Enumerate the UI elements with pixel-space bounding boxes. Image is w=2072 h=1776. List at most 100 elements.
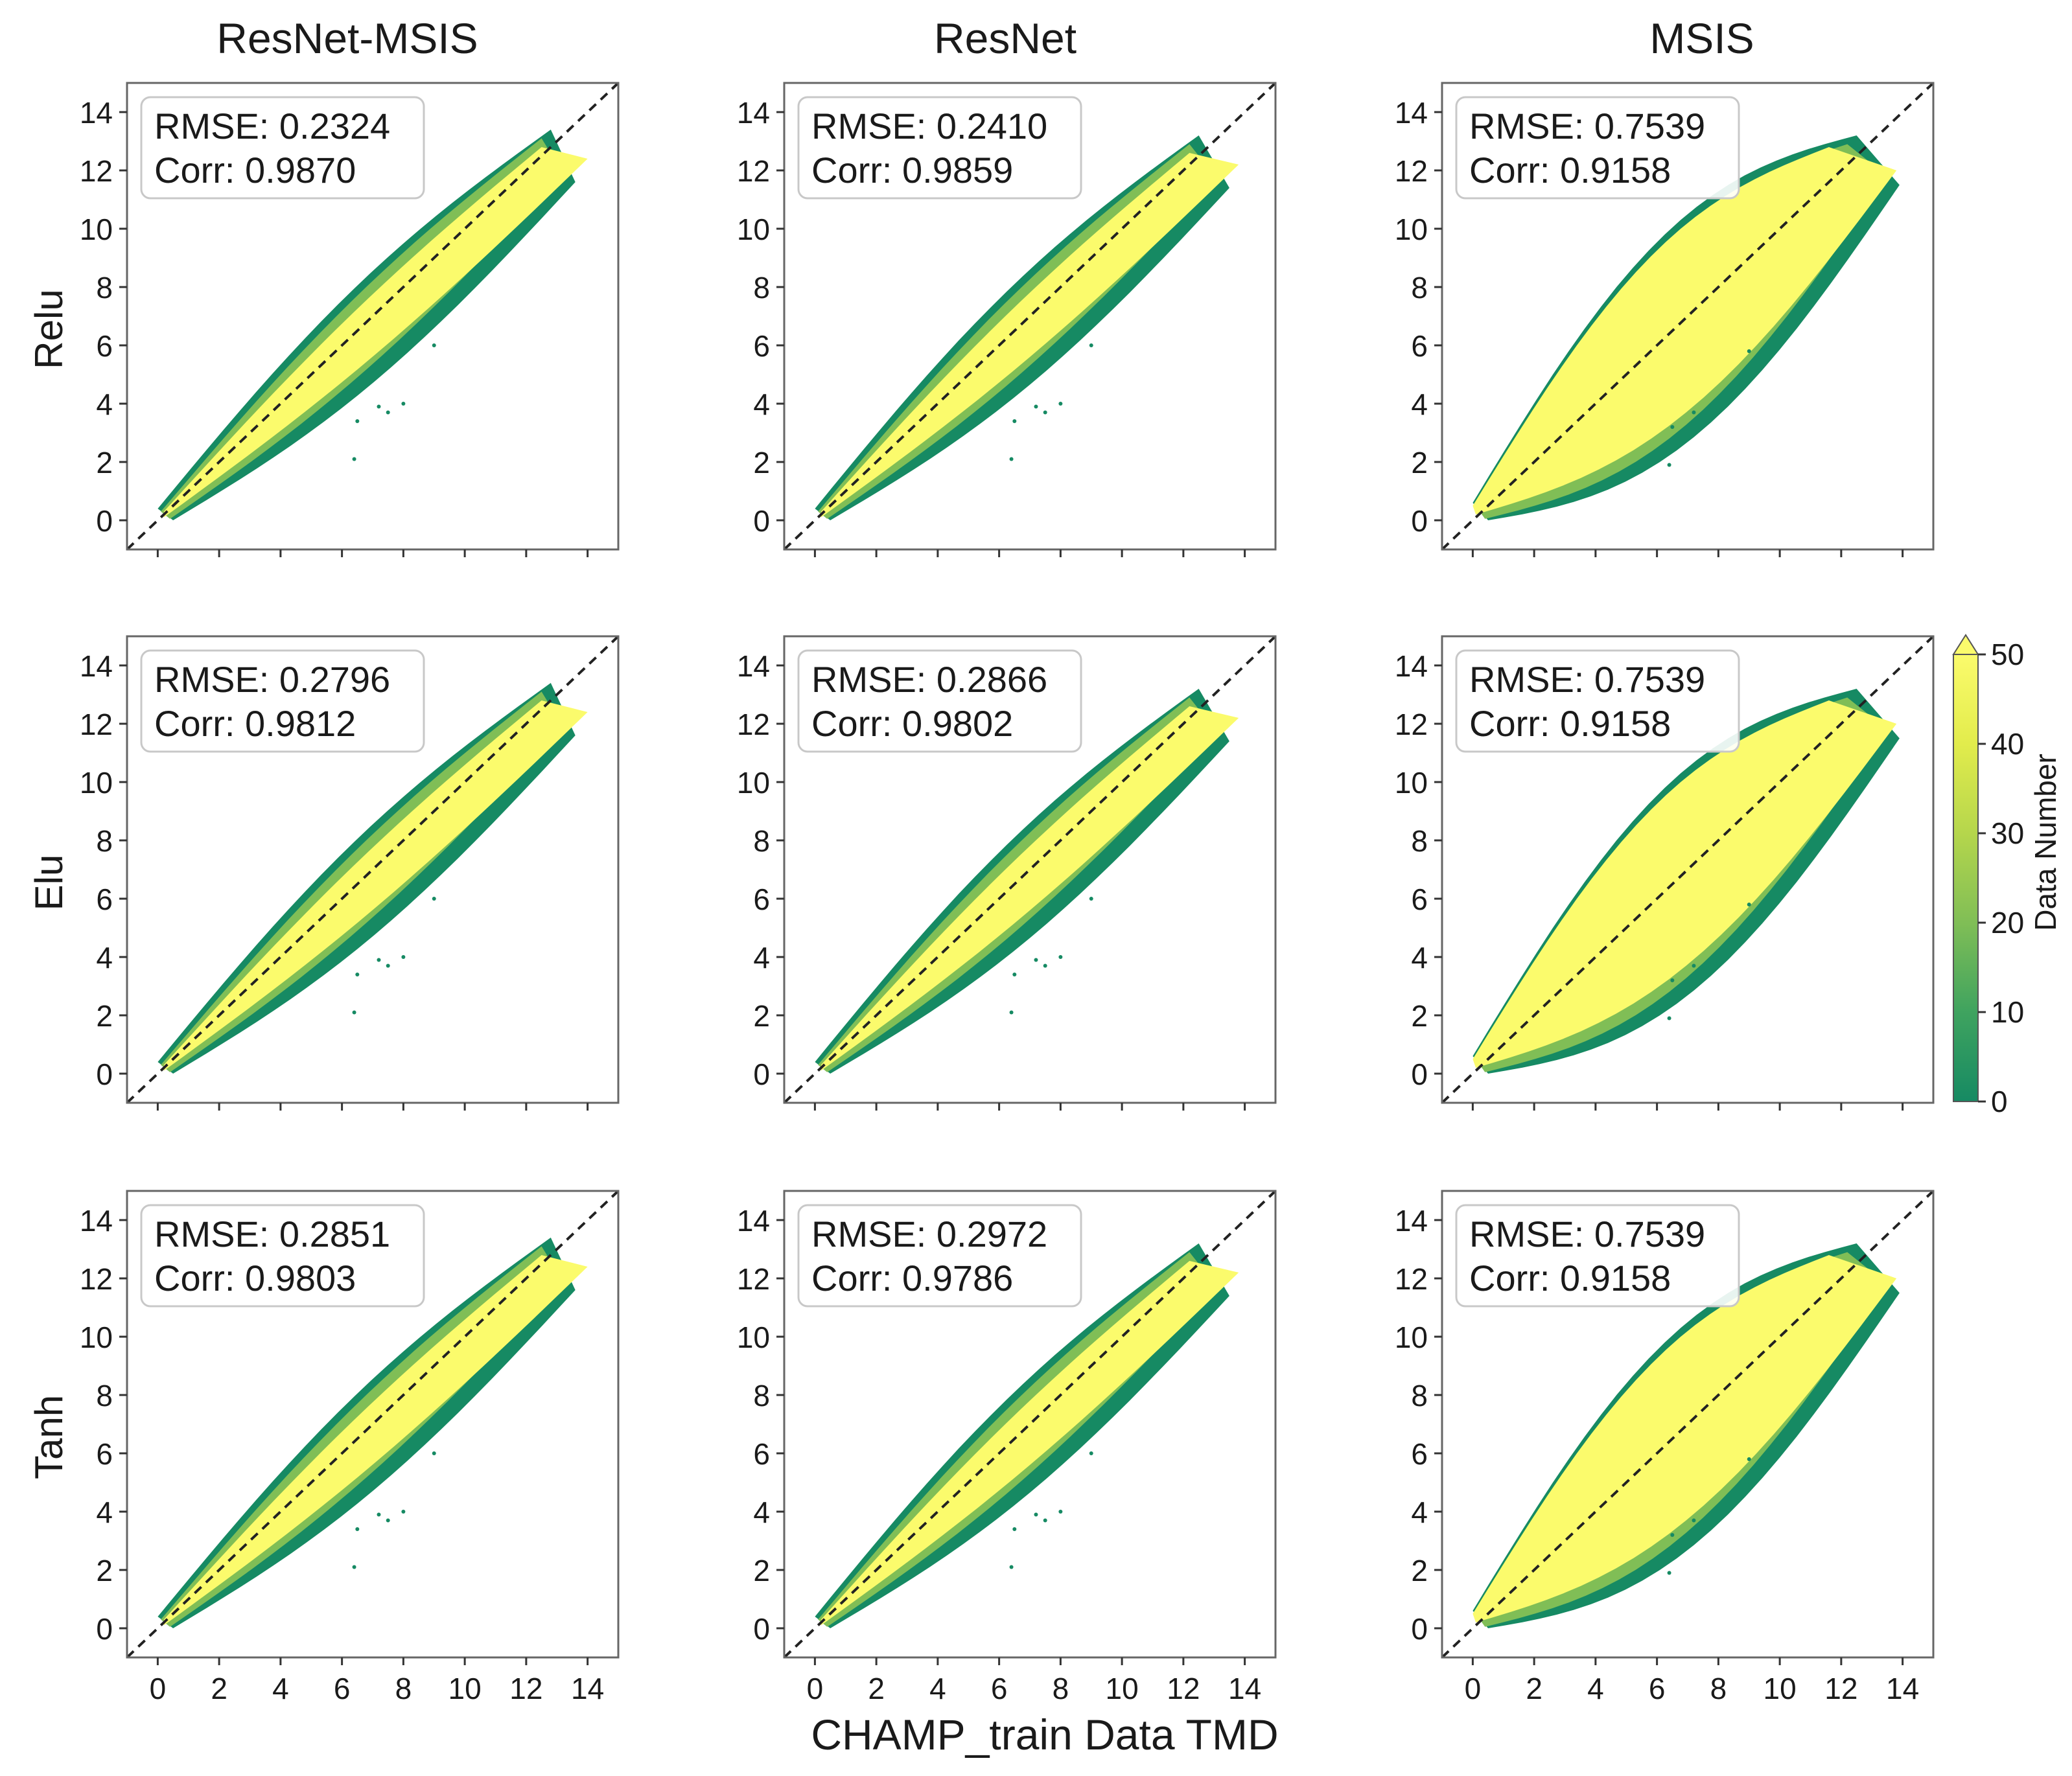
y-tick-label: 8 [753, 1379, 770, 1413]
y-tick-label: 0 [753, 504, 770, 538]
panel-frame [126, 635, 620, 1104]
panel: 0 2 4 6 8 10 12 14 0 2 4 6 8 10 12 14 RMSE: 0.7539Corr: … [1395, 1190, 1935, 1705]
reference-line [1442, 83, 1933, 549]
y-tick-label: 8 [753, 271, 770, 305]
scatter-point [386, 963, 390, 968]
rmse-label: RMSE: 0.2972 [811, 1214, 1047, 1254]
y-tick-label: 6 [1411, 1437, 1428, 1471]
y-tick-label: 10 [1395, 766, 1428, 800]
y-tick-label: 6 [1411, 882, 1428, 916]
y-tick-label: 4 [96, 387, 113, 421]
reference-line [1442, 636, 1933, 1103]
scatter-point [386, 410, 390, 415]
stats-box [140, 649, 425, 753]
x-tick-label: 2 [1526, 1672, 1542, 1705]
colorbar-label: Data Number [2029, 754, 2062, 931]
x-tick-label: 4 [272, 1672, 289, 1705]
y-tick-label: 2 [753, 999, 770, 1033]
scatter-point [355, 1527, 360, 1531]
y-tick-label: 6 [753, 882, 770, 916]
colorbar-tick-label: 20 [1991, 906, 2024, 940]
x-tick-label: 14 [1886, 1672, 1919, 1705]
stats-box [797, 96, 1082, 200]
y-tick-label: 8 [1411, 271, 1428, 305]
density-core [1473, 147, 1897, 514]
row-label-tanh: Tanh [27, 1395, 71, 1479]
scatter-point [1012, 973, 1017, 976]
stats-box [797, 649, 1082, 753]
corr-label: Corr: 0.9158 [1469, 703, 1671, 744]
y-tick-label: 12 [80, 708, 113, 741]
y-tick-label: 10 [737, 766, 770, 800]
x-tick-label: 0 [150, 1672, 167, 1705]
corr-label: Corr: 0.9870 [154, 150, 356, 190]
y-tick-label: 0 [96, 504, 113, 538]
scatter-point [1058, 402, 1063, 406]
x-tick-label: 6 [334, 1672, 351, 1705]
y-tick-label: 8 [1411, 1379, 1428, 1413]
scatter-point [1058, 1510, 1063, 1514]
panel-frame [783, 82, 1277, 551]
stats-box [140, 96, 425, 200]
scatter-point [401, 955, 406, 959]
density-cloud [784, 1191, 1275, 1657]
column-title-resnet: ResNet [934, 14, 1077, 62]
y-tick-label: 6 [1411, 329, 1428, 363]
rmse-label: RMSE: 0.2866 [811, 659, 1047, 700]
scatter-point [1012, 1527, 1017, 1531]
y-tick-label: 6 [96, 329, 113, 363]
y-tick-label: 10 [80, 213, 113, 246]
colorbar-tick-label: 30 [1991, 816, 2024, 850]
scatter-point [377, 958, 381, 962]
y-tick-label: 2 [753, 446, 770, 479]
y-tick-label: 2 [96, 446, 113, 479]
y-tick-label: 6 [753, 329, 770, 363]
density-cloud [127, 83, 618, 549]
y-tick-label: 2 [1411, 446, 1428, 479]
panel-frame [1441, 82, 1935, 551]
y-tick-label: 14 [737, 96, 770, 130]
x-tick-label: 8 [395, 1672, 412, 1705]
y-tick-label: 12 [80, 1262, 113, 1296]
x-tick-label: 14 [571, 1672, 604, 1705]
y-tick-label: 2 [96, 999, 113, 1033]
y-tick-label: 8 [96, 271, 113, 305]
stats-box [1455, 1204, 1740, 1308]
x-tick-label: 2 [211, 1672, 227, 1705]
panel-frame [783, 635, 1277, 1104]
density-core [163, 700, 588, 1071]
reference-line [127, 1191, 618, 1657]
y-tick-label: 14 [737, 1204, 770, 1238]
density-core [821, 706, 1239, 1071]
y-tick-label: 4 [96, 941, 113, 974]
scatter-point [1009, 1565, 1014, 1569]
y-tick-label: 6 [96, 882, 113, 916]
scatter-point [355, 419, 360, 423]
corr-label: Corr: 0.9158 [1469, 150, 1671, 190]
scatter-point [1670, 1533, 1675, 1537]
y-tick-label: 8 [753, 824, 770, 858]
y-tick-label: 14 [1395, 96, 1428, 130]
y-tick-label: 12 [1395, 1262, 1428, 1296]
density-core [163, 1255, 588, 1626]
y-tick-label: 0 [1411, 504, 1428, 538]
rmse-label: RMSE: 0.7539 [1469, 106, 1705, 146]
density-cloud [127, 636, 618, 1103]
panel-frame [1441, 635, 1935, 1104]
reference-line [127, 83, 618, 549]
scatter-point [1043, 963, 1047, 968]
y-tick-label: 14 [80, 96, 113, 130]
scatter-point [1034, 404, 1038, 409]
scatter-point [1667, 463, 1671, 467]
reference-line [784, 83, 1275, 549]
y-tick-label: 4 [1411, 387, 1428, 421]
scatter-point [1667, 1016, 1671, 1021]
y-tick-label: 14 [737, 649, 770, 683]
x-tick-label: 14 [1228, 1672, 1261, 1705]
scatter-point [1009, 1010, 1014, 1015]
stats-box [1455, 649, 1740, 753]
y-tick-label: 2 [96, 1554, 113, 1587]
panel-frame [126, 82, 620, 551]
